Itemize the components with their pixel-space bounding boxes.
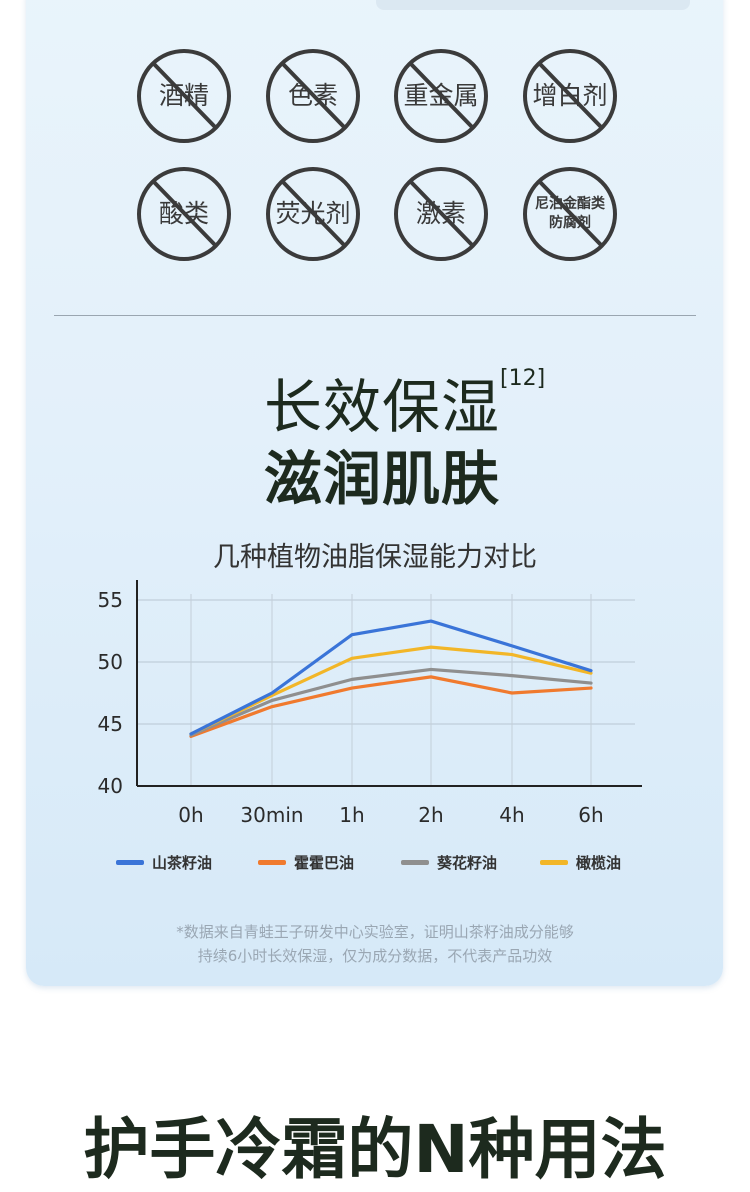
footnote-line2: 持续6小时长效保湿，仅为成分数据，不代表产品功效 [197, 947, 553, 965]
footnote: *数据来自青蛙王子研发中心实验室，证明山茶籽油成分能够 持续6小时长效保湿，仅为… [0, 920, 750, 968]
prohibited-icon [394, 167, 488, 261]
footnote-line1: *数据来自青蛙王子研发中心实验室，证明山茶籽油成分能够 [176, 923, 574, 941]
prohibited-icon [394, 49, 488, 143]
x-tick-label: 4h [499, 803, 524, 827]
x-tick-label: 0h [178, 803, 203, 827]
headline-line1: 长效保湿 [264, 373, 501, 441]
series-line [189, 675, 593, 738]
no-ingredient-badge: 酸类 [136, 166, 232, 262]
no-ingredient-badge: 荧光剂 [265, 166, 361, 262]
badge-label: 荧光剂 [275, 199, 351, 229]
legend-swatch [401, 860, 429, 865]
legend-swatch [258, 860, 286, 865]
badge-label: 酸类 [158, 199, 209, 229]
x-tick-label: 6h [578, 803, 603, 827]
series-line [189, 667, 593, 737]
no-ingredient-badge: 重金属 [393, 48, 489, 144]
badge-label: 色素 [287, 81, 338, 111]
series-line [189, 645, 593, 736]
prohibited-icon [266, 49, 360, 143]
no-ingredient-badge: 尼泊金酯类防腐剂 [522, 166, 618, 262]
legend-swatch [116, 860, 144, 865]
prohibited-icon [266, 167, 360, 261]
legend-swatch [540, 860, 568, 865]
no-ingredient-badge: 激素 [393, 166, 489, 262]
chart-title: 几种植物油脂保湿能力对比 [213, 542, 537, 573]
y-tick-label: 55 [98, 588, 123, 612]
reference-mark: [12] [500, 366, 546, 391]
badge-label: 增白剂 [532, 81, 608, 111]
badge-label: 重金属 [403, 81, 479, 111]
prohibited-icon [137, 167, 231, 261]
legend-item: 橄榄油 [540, 852, 621, 873]
section-title: 护手冷霜的N种用法 [83, 1111, 667, 1188]
y-tick-label: 40 [98, 774, 123, 798]
divider [54, 315, 696, 316]
badge-label: 尼泊金酯类防腐剂 [535, 196, 605, 231]
no-ingredient-badge: 色素 [265, 48, 361, 144]
chart-legend: 山茶籽油 霍霍巴油 葵花籽油 橄榄油 [0, 852, 750, 876]
legend-item: 葵花籽油 [401, 852, 497, 873]
headline-line2: 滋润肌肤 [264, 445, 501, 513]
moisture-line-chart: 40 45 50 55 0h 30min 1h 2h 4h 6h [98, 580, 642, 827]
badge-label: 激素 [415, 199, 466, 229]
x-tick-label: 30min [240, 803, 303, 827]
prohibited-icon [523, 167, 617, 261]
series-line [189, 619, 593, 736]
legend-label: 葵花籽油 [437, 854, 498, 872]
no-ingredient-badge: 增白剂 [522, 48, 618, 144]
legend-label: 橄榄油 [576, 854, 622, 872]
legend-label: 山茶籽油 [152, 854, 213, 872]
info-card [26, 0, 723, 986]
prohibited-icon [137, 49, 231, 143]
y-tick-label: 50 [98, 650, 123, 674]
top-tab [376, 0, 690, 10]
prohibited-icon [523, 49, 617, 143]
x-tick-label: 2h [418, 803, 443, 827]
y-tick-label: 45 [98, 712, 123, 736]
legend-label: 霍霍巴油 [294, 854, 355, 872]
x-tick-label: 1h [339, 803, 364, 827]
legend-item: 霍霍巴油 [258, 852, 354, 873]
legend-item: 山茶籽油 [116, 852, 212, 873]
no-ingredient-badge: 酒精 [136, 48, 232, 144]
badge-label: 酒精 [158, 81, 209, 111]
